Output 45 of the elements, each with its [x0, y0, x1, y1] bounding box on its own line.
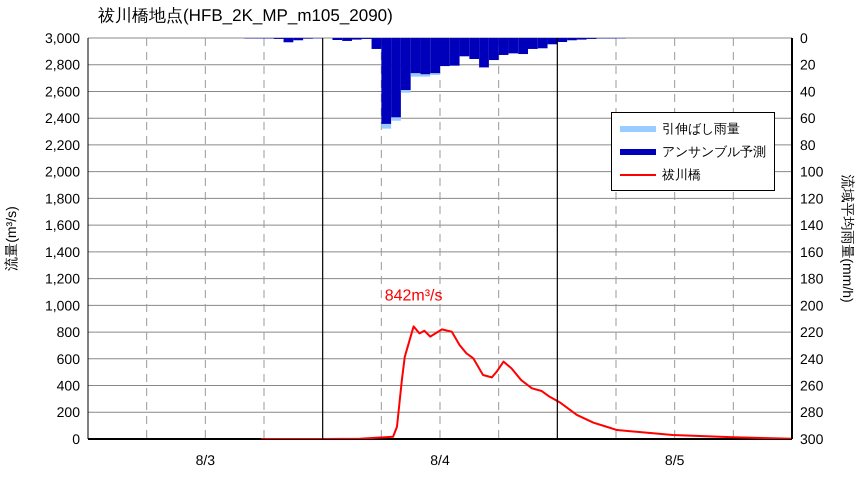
y2-tick-label: 40 [800, 83, 816, 100]
y-tick-label: 400 [56, 378, 80, 394]
y-tick-label: 1,400 [44, 244, 80, 260]
y2-tick-label: 60 [800, 110, 816, 126]
y2-tick-label: 260 [800, 378, 824, 394]
y-tick-label: 0 [72, 430, 80, 447]
y-tick-label: 2,600 [44, 83, 80, 100]
y-tick-label: 3,000 [44, 30, 80, 46]
y2-tick-label: 120 [800, 190, 824, 206]
y-tick-label: 2,200 [44, 136, 80, 153]
y-tick-label: 2,400 [44, 110, 80, 126]
y-axis-title: 流量(m³/s) [2, 206, 19, 271]
y2-axis-title: 流域平均雨量(mm/h) [840, 174, 856, 303]
y2-tick-label: 100 [800, 164, 824, 180]
y-tick-label: 2,800 [44, 56, 80, 73]
chart-title: 祓川橋地点(HFB_2K_MP_m105_2090) [98, 5, 393, 27]
y2-tick-label: 200 [800, 297, 824, 314]
x-tick-label: 8/3 [196, 452, 216, 468]
annotation: 842m³/s [384, 287, 442, 304]
x-tick-label: 8/5 [664, 452, 685, 468]
y2-tick-label: 280 [800, 404, 824, 420]
y2-tick-label: 160 [800, 244, 824, 260]
y2-tick-label: 240 [800, 350, 824, 367]
y2-tick-label: 140 [800, 217, 824, 234]
y2-tick-label: 220 [800, 324, 824, 340]
y-tick-label: 200 [56, 404, 80, 420]
legend-label: 祓川橋 [662, 166, 701, 184]
y2-tick-label: 0 [800, 30, 808, 46]
bar [400, 90, 411, 93]
y-tick-label: 600 [56, 350, 80, 367]
bar [381, 124, 392, 129]
y-tick-label: 2,000 [44, 164, 80, 180]
bar [391, 117, 401, 121]
y-tick-label: 800 [56, 324, 80, 340]
legend-label: アンサンブル予測 [662, 142, 766, 160]
y-tick-label: 1,800 [44, 190, 80, 206]
y2-tick-label: 20 [800, 56, 816, 73]
y2-tick-label: 180 [800, 270, 824, 287]
y2-tick-label: 80 [800, 136, 816, 153]
y-tick-label: 1,600 [44, 217, 80, 234]
x-tick-label: 8/4 [430, 452, 450, 468]
y-tick-label: 1,000 [44, 297, 80, 314]
y-tick-label: 1,200 [44, 270, 80, 287]
legend-label: 引伸ばし雨量 [662, 120, 740, 138]
y2-tick-label: 300 [800, 430, 824, 447]
